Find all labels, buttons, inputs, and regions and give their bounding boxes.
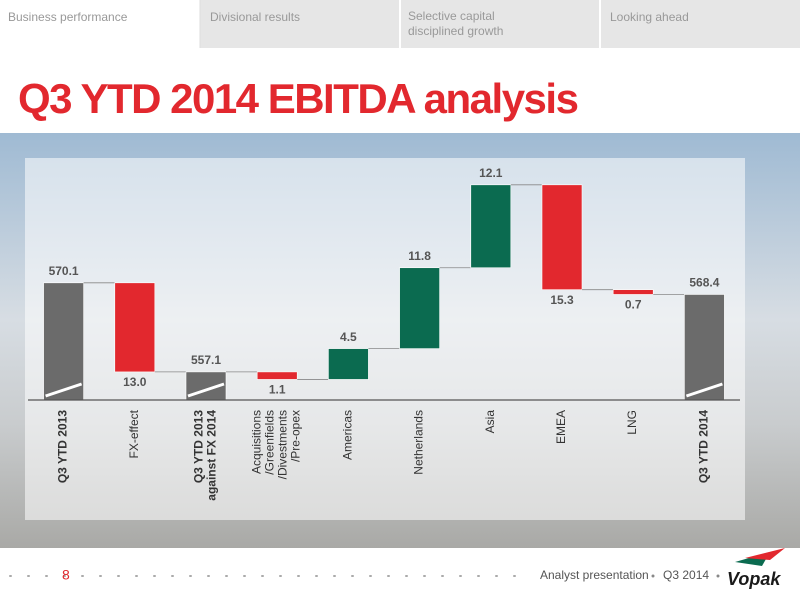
- x-tick-label-line: Q3 YTD 2014: [697, 410, 711, 483]
- x-tick-label-line: Acquisitions: [250, 410, 264, 474]
- x-tick-label-line: Q3 YTD 2013: [56, 410, 70, 483]
- axis-break: [187, 382, 225, 398]
- x-tick-label-line: Asia: [483, 410, 497, 434]
- x-tick-label: Americas: [341, 410, 355, 460]
- bar: [43, 282, 84, 401]
- bar: [684, 294, 725, 401]
- x-tick-label-line: /Divestments: [276, 410, 290, 479]
- bar: [328, 348, 369, 380]
- bar: [612, 289, 654, 295]
- x-tick-label-line: /Pre-opex: [289, 410, 303, 462]
- x-tick-label: Asia: [483, 410, 497, 434]
- x-tick-label: Acquisitions/Greenfields/Divestments/Pre…: [250, 410, 303, 479]
- value-label: 1.1: [269, 383, 286, 397]
- value-label: 557.1: [191, 353, 221, 367]
- bar: [256, 371, 298, 380]
- value-label: 15.3: [550, 293, 574, 307]
- x-tick-label-line: Americas: [341, 410, 355, 460]
- bar: [399, 267, 440, 349]
- chart: 570.1 Q3 YTD 2013 13.0 FX-effect 557.1 Q3 YTD…: [28, 166, 740, 501]
- logo-mark: [745, 548, 785, 560]
- footer-text: Q3 2014: [663, 568, 709, 582]
- x-tick-label: Q3 YTD 2013: [56, 410, 70, 483]
- page-number: 8: [62, 567, 70, 583]
- x-tick-label-line: /Greenfields: [263, 410, 277, 475]
- footer-text: Analyst presentation: [540, 568, 649, 582]
- x-tick-label-line: FX-effect: [127, 409, 141, 458]
- logo: Vopak: [727, 569, 781, 589]
- x-tick-label: Q3 YTD 2014: [697, 410, 711, 483]
- footer-bullet: [716, 574, 720, 578]
- x-tick-label: EMEA: [554, 410, 568, 444]
- x-tick-label: LNG: [625, 410, 639, 435]
- x-tick-label: Q3 YTD 2013against FX 2014: [192, 410, 219, 501]
- bar: [541, 184, 583, 290]
- value-label: 4.5: [340, 330, 357, 344]
- axis-break: [685, 382, 723, 398]
- tab[interactable]: Divisional results: [210, 10, 300, 24]
- chart-title: Q3 YTD 2014 EBITDA analysis: [18, 75, 578, 122]
- footer-bullet: [651, 574, 655, 578]
- value-label: 12.1: [479, 166, 503, 180]
- tab[interactable]: Selective capital disciplined growth: [408, 9, 504, 38]
- axis-break: [45, 382, 83, 398]
- value-label: 13.0: [123, 375, 147, 389]
- x-tick-label: Netherlands: [412, 410, 426, 475]
- tab[interactable]: Looking ahead: [610, 10, 689, 24]
- tab[interactable]: Business performance: [8, 10, 128, 24]
- x-tick-label-line: LNG: [625, 410, 639, 435]
- value-label: 0.7: [625, 298, 642, 312]
- x-tick-label: FX-effect: [127, 409, 141, 458]
- tab-wrap: Selective capital disciplined growth: [408, 9, 504, 38]
- x-tick-label-line: against FX 2014: [205, 410, 219, 501]
- value-label: 568.4: [689, 276, 719, 290]
- x-tick-label-line: Netherlands: [412, 410, 426, 475]
- x-tick-label-line: EMEA: [554, 410, 568, 444]
- value-label: 570.1: [49, 264, 79, 278]
- tab-bar: [200, 0, 800, 48]
- value-label: 11.8: [408, 249, 431, 263]
- bar: [470, 184, 512, 269]
- bar: [114, 282, 156, 373]
- x-tick-label-line: Q3 YTD 2013: [192, 410, 206, 483]
